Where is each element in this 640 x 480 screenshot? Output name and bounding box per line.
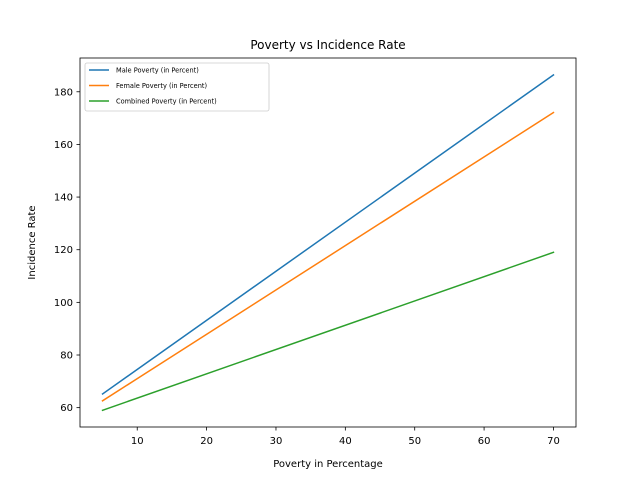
y-tick-label: 180 — [54, 87, 73, 98]
x-tick-label: 50 — [408, 436, 421, 447]
legend-box — [84, 62, 270, 112]
x-tick-label: 20 — [200, 436, 213, 447]
y-tick-label: 140 — [54, 193, 73, 204]
legend: Male Poverty (in Percent) Female Poverty … — [84, 62, 270, 112]
x-axis: 10 20 30 40 50 60 70 — [131, 427, 560, 447]
x-tick-label: 10 — [131, 436, 144, 447]
chart-title: Poverty vs Incidence Rate — [250, 38, 405, 52]
x-tick-label: 40 — [339, 436, 352, 447]
y-axis-label: Incidence Rate — [27, 205, 38, 279]
x-tick-label: 60 — [478, 436, 491, 447]
y-tick-label: 120 — [54, 245, 73, 256]
y-tick-label: 100 — [54, 298, 73, 309]
y-tick-label: 160 — [54, 140, 73, 151]
y-axis: 60 80 100 120 140 160 180 — [54, 87, 80, 414]
x-axis-label: Poverty in Percentage — [273, 459, 383, 470]
series-line-1 — [101, 73, 555, 396]
series-line-2 — [101, 111, 555, 402]
legend-label-3: Combined Poverty (in Percent) — [116, 98, 217, 106]
series-line-3 — [101, 251, 555, 412]
y-tick-label: 80 — [60, 351, 73, 362]
legend-label-2: Female Poverty (in Percent) — [116, 82, 207, 90]
x-tick-label: 70 — [547, 436, 560, 447]
legend-label-1: Male Poverty (in Percent) — [116, 67, 199, 75]
x-tick-label: 30 — [270, 436, 283, 447]
plot-frame — [79, 57, 577, 428]
series-layer — [101, 73, 555, 412]
y-tick-label: 60 — [60, 403, 73, 414]
